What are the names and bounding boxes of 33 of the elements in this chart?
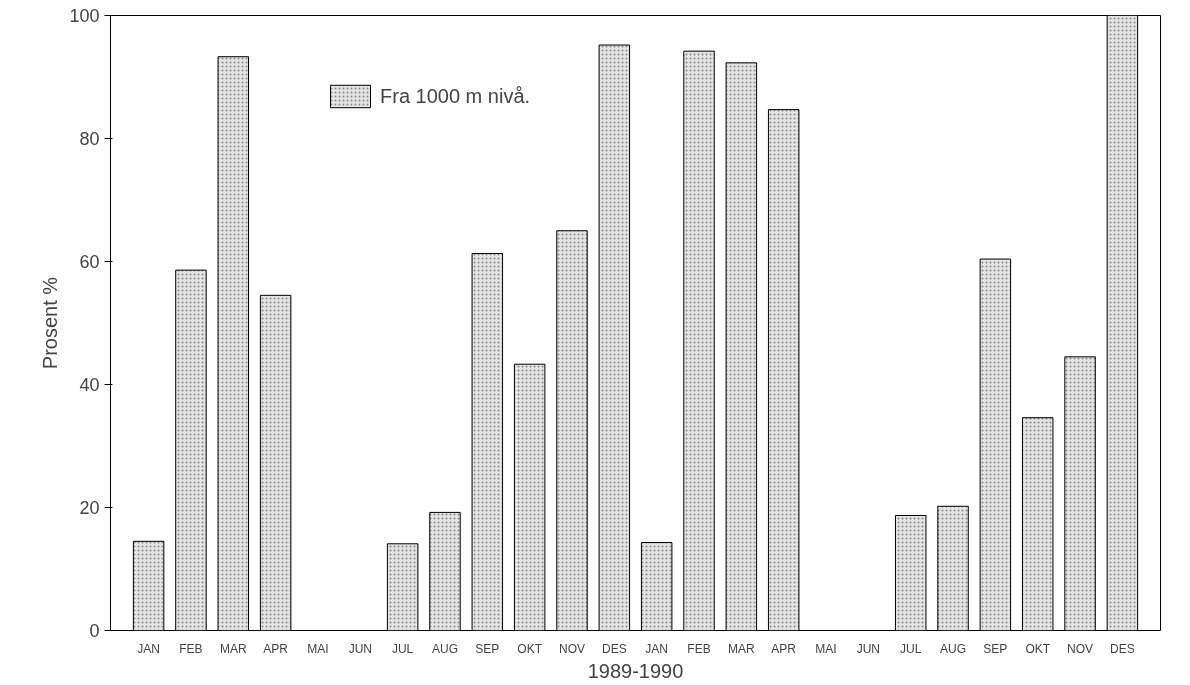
x-tick-label: APR [263,641,289,656]
x-tick-label: SEP [475,641,500,656]
x-tick-label: DES [601,641,627,656]
x-tick-label: NOV [558,641,586,656]
x-tick-label: JUL [391,641,414,656]
x-tick-label: MAI [815,641,837,656]
y-tick-label: 100 [69,6,100,26]
x-tick-label: JAN [137,641,160,656]
x-tick-label: MAR [219,641,247,656]
x-tick-label: JAN [645,641,669,656]
x-tick-label: JUL [900,641,922,656]
y-tick-label: 80 [79,129,100,149]
x-tick-label: AUG [940,641,967,656]
x-tick-label: SEP [983,641,1008,656]
y-tick-label: 40 [79,375,100,395]
x-tick-label: FEB [687,641,711,656]
x-tick-label: NOV [1067,641,1094,656]
x-tick-label: DES [1110,641,1135,656]
legend-label: Fra 1000 m nivå. [380,84,531,108]
y-tick-label: 0 [89,621,100,641]
x-tick-label: JUN [856,641,881,656]
y-tick-label: 20 [79,498,100,518]
x-axis-title: 1989-1990 [587,659,684,682]
x-tick-label: MAR [728,641,756,656]
y-axis-title: Prosent % [39,276,62,370]
y-tick-label: 60 [79,252,100,272]
x-tick-label: MAI [307,641,329,656]
x-tick-label: AUG [431,641,458,656]
x-tick-label: OKT [1025,641,1051,656]
x-tick-label: APR [771,641,797,656]
x-tick-label: JUN [348,641,372,656]
x-tick-label: FEB [179,641,203,656]
x-tick-label: OKT [517,641,543,656]
